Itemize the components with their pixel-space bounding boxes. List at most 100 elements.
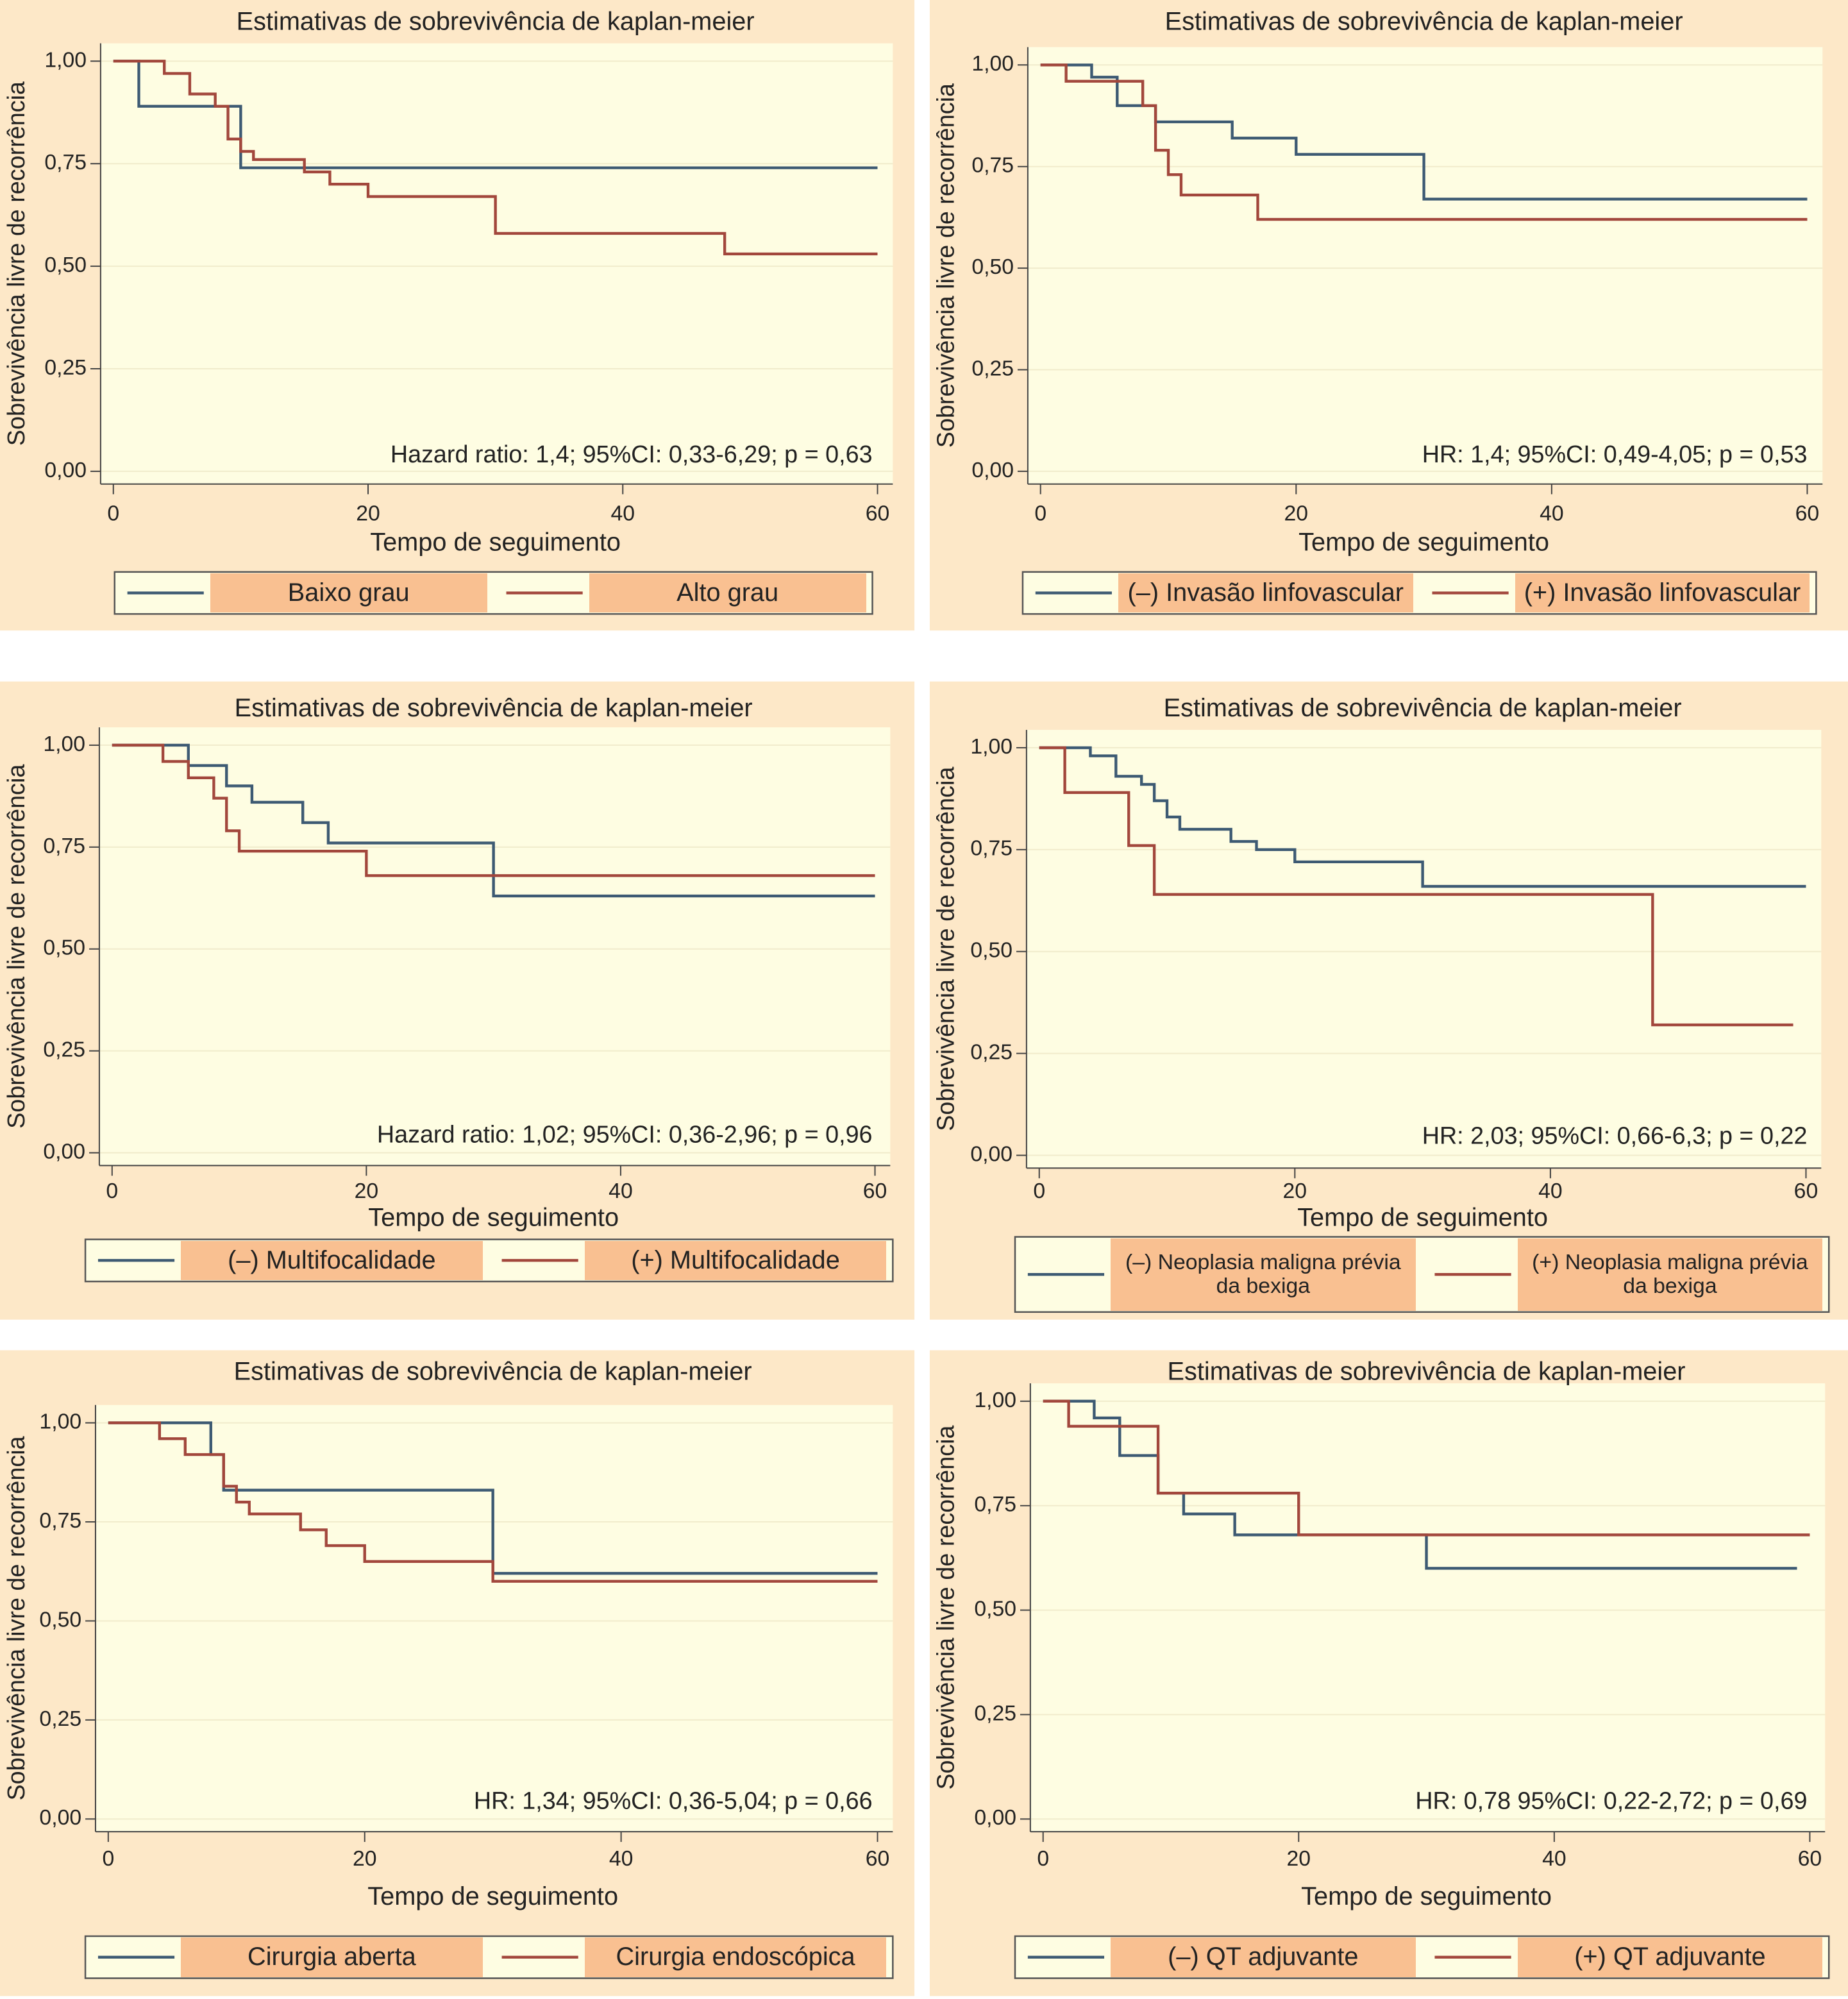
plot-area [1026, 730, 1822, 1168]
legend-label: (–) Multifocalidade [181, 1240, 483, 1281]
x-tick-label: 20 [356, 501, 380, 525]
plot-area [1030, 1383, 1826, 1832]
y-tick-label: 0,00 [974, 1805, 1016, 1830]
legend-label-box: Baixo grau [210, 573, 487, 613]
legend-label: Cirurgia endoscópica [584, 1937, 887, 1977]
y-tick-label: 1,00 [44, 47, 87, 72]
legend-label-box: (+) Multifocalidade [584, 1240, 887, 1281]
x-axis-label: Tempo de seguimento [1298, 528, 1549, 557]
legend-label-box: (+) Invasão linfovascular [1515, 573, 1810, 613]
y-tick-label: 1,00 [39, 1410, 81, 1434]
legend-label: Alto grau [589, 573, 866, 613]
chart-title: Estimativas de sobrevivência de kaplan-m… [237, 7, 755, 35]
y-tick-label: 0,50 [44, 253, 87, 277]
legend-label-box: (+) QT adjuvante [1517, 1937, 1823, 1977]
x-tick-label: 20 [353, 1846, 377, 1871]
survival-curve [1040, 63, 1808, 221]
annotation: HR: 0,78 95%CI: 0,22-2,72; p = 0,69 [1415, 1787, 1807, 1814]
y-tick-label: 0,25 [971, 356, 1014, 380]
legend-label-box: (+) Neoplasia maligna prévia da bexiga [1517, 1238, 1823, 1311]
legend-label-box: (–) Multifocalidade [181, 1240, 483, 1281]
y-tick-label: 0,00 [971, 458, 1014, 482]
x-tick-label: 0 [106, 1179, 118, 1203]
plot-area [1027, 47, 1823, 484]
chart-title: Estimativas de sobrevivência de kaplan-m… [1164, 694, 1682, 722]
x-tick-label: 20 [355, 1179, 379, 1203]
y-axis-label: Sobrevivência livre de recorrência [3, 1436, 29, 1800]
survival-curve [1040, 63, 1808, 201]
survival-curve [112, 743, 875, 877]
y-tick-label: 0,00 [43, 1139, 85, 1163]
x-tick-label: 0 [102, 1846, 114, 1871]
x-tick-label: 40 [609, 1846, 634, 1871]
y-tick-label: 0,00 [39, 1805, 81, 1830]
annotation: Hazard ratio: 1,4; 95%CI: 0,33-6,29; p =… [391, 441, 873, 468]
y-tick-label: 0,75 [971, 153, 1014, 178]
legend-label-box: (–) QT adjuvante [1110, 1937, 1416, 1977]
y-tick-label: 1,00 [970, 734, 1012, 759]
legend-label-box: (–) Neoplasia maligna prévia da bexiga [1110, 1238, 1416, 1311]
x-tick-label: 60 [1794, 1179, 1819, 1203]
chart-title: Estimativas de sobrevivência de kaplan-m… [235, 694, 753, 722]
plot-area [95, 1404, 893, 1832]
y-tick-label: 0,25 [974, 1701, 1016, 1725]
y-tick-label: 0,25 [970, 1040, 1012, 1065]
legend-label: (–) Invasão linfovascular [1118, 573, 1413, 613]
legend-label: (–) Neoplasia maligna prévia da bexiga [1110, 1238, 1416, 1311]
y-tick-label: 0,00 [970, 1142, 1012, 1166]
y-axis-label: Sobrevivência livre de recorrência [3, 81, 29, 446]
y-axis-label: Sobrevivência livre de recorrência [932, 767, 959, 1131]
chart-title: Estimativas de sobrevivência de kaplan-m… [1165, 7, 1683, 35]
y-tick-label: 0,75 [39, 1508, 81, 1533]
legend-label: Baixo grau [210, 573, 487, 613]
x-tick-label: 20 [1284, 501, 1309, 525]
y-tick-label: 0,75 [43, 834, 85, 858]
x-tick-label: 60 [866, 501, 890, 525]
survival-curve [112, 743, 875, 898]
y-tick-label: 0,50 [974, 1596, 1016, 1621]
x-tick-label: 0 [1033, 1179, 1045, 1203]
annotation: HR: 1,34; 95%CI: 0,36-5,04; p = 0,66 [474, 1787, 873, 1814]
survival-curve [1039, 746, 1806, 888]
x-axis-label: Tempo de seguimento [367, 1882, 618, 1910]
y-tick-label: 0,25 [39, 1707, 81, 1731]
x-tick-label: 40 [610, 501, 635, 525]
x-tick-label: 0 [1037, 1846, 1049, 1871]
y-tick-label: 0,75 [44, 150, 87, 174]
plot-area [100, 43, 893, 484]
annotation: HR: 2,03; 95%CI: 0,66-6,3; p = 0,22 [1422, 1122, 1808, 1149]
y-tick-label: 0,75 [974, 1492, 1016, 1517]
x-axis-label: Tempo de seguimento [370, 528, 621, 557]
x-tick-label: 40 [1538, 1179, 1563, 1203]
y-tick-label: 0,25 [44, 355, 87, 380]
survival-curve [1043, 1399, 1810, 1537]
x-tick-label: 40 [609, 1179, 633, 1203]
chart-title: Estimativas de sobrevivência de kaplan-m… [234, 1358, 752, 1386]
y-tick-label: 0,50 [39, 1607, 81, 1632]
y-tick-label: 0,50 [43, 936, 85, 960]
legend-label: (+) Neoplasia maligna prévia da bexiga [1517, 1238, 1823, 1311]
legend-label-box: Cirurgia endoscópica [584, 1937, 887, 1977]
plot-area [99, 727, 891, 1166]
legend-label: (+) Multifocalidade [584, 1240, 887, 1281]
x-tick-label: 60 [1798, 1846, 1822, 1871]
y-tick-label: 1,00 [43, 732, 85, 756]
x-tick-label: 60 [1795, 501, 1820, 525]
y-tick-label: 0,50 [970, 938, 1012, 963]
y-tick-label: 0,75 [970, 836, 1012, 861]
legend-label: (–) QT adjuvante [1110, 1937, 1416, 1977]
x-tick-label: 60 [866, 1846, 890, 1871]
x-tick-label: 40 [1540, 501, 1564, 525]
x-tick-label: 60 [863, 1179, 887, 1203]
x-tick-label: 40 [1542, 1846, 1567, 1871]
annotation: HR: 1,4; 95%CI: 0,49-4,05; p = 0,53 [1422, 441, 1808, 468]
legend-label-box: Cirurgia aberta [181, 1937, 483, 1977]
y-tick-label: 1,00 [974, 1388, 1016, 1412]
y-tick-label: 0,50 [971, 255, 1014, 279]
y-tick-label: 0,00 [44, 458, 87, 482]
survival-curve [108, 1421, 878, 1583]
y-axis-label: Sobrevivência livre de recorrência [3, 764, 29, 1129]
y-tick-label: 1,00 [971, 51, 1014, 76]
